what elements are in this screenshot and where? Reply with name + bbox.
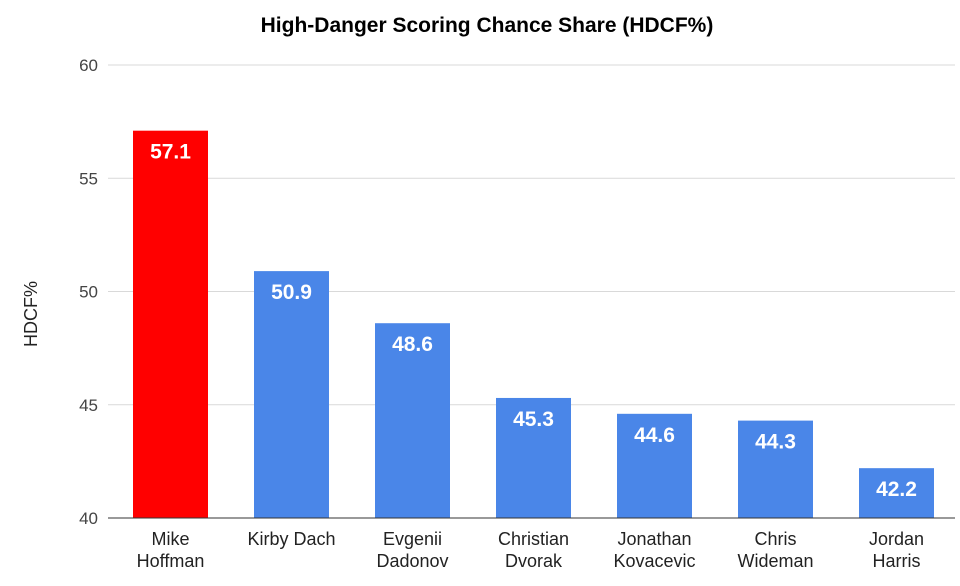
x-category-label: Evgenii Dadonov <box>376 529 448 571</box>
y-tick-label: 60 <box>79 56 98 75</box>
chart-title: High-Danger Scoring Chance Share (HDCF%) <box>261 14 714 37</box>
gridlines <box>108 64 955 406</box>
y-axis-ticks: 40 45 50 55 60 <box>79 56 98 528</box>
data-label: 44.6 <box>634 424 675 447</box>
y-tick-label: 45 <box>79 396 98 415</box>
bar <box>133 130 208 518</box>
data-label: 44.3 <box>755 431 796 454</box>
data-labels: 57.1 50.9 48.6 45.3 44.6 44.3 42.2 <box>150 141 917 501</box>
data-label: 42.2 <box>876 478 917 501</box>
bar <box>617 413 692 518</box>
bar <box>859 468 934 518</box>
data-label: 45.3 <box>513 408 554 431</box>
data-label: 48.6 <box>392 333 433 356</box>
bars <box>133 130 934 518</box>
y-tick-label: 55 <box>79 169 98 188</box>
y-tick-label: 50 <box>79 283 98 302</box>
y-axis-label: HDCF% <box>21 281 41 347</box>
x-category-label: Jordan Harris <box>869 529 924 571</box>
bar <box>375 323 450 518</box>
x-category-label: Jonathan Kovacevic <box>613 529 695 571</box>
x-category-label: Kirby Dach <box>247 529 335 549</box>
x-category-label: Mike Hoffman <box>137 529 205 571</box>
data-label: 57.1 <box>150 141 191 164</box>
bar <box>738 420 813 518</box>
x-axis-categories: Mike Hoffman Kirby Dach Evgenii Dadonov Chris… <box>137 529 924 571</box>
y-tick-label: 40 <box>79 509 98 528</box>
bar <box>496 397 571 518</box>
bar <box>254 271 329 518</box>
data-label: 50.9 <box>271 281 312 304</box>
x-category-label: Christian Dvorak <box>498 529 569 571</box>
x-category-label: Chris Wideman <box>737 529 813 571</box>
